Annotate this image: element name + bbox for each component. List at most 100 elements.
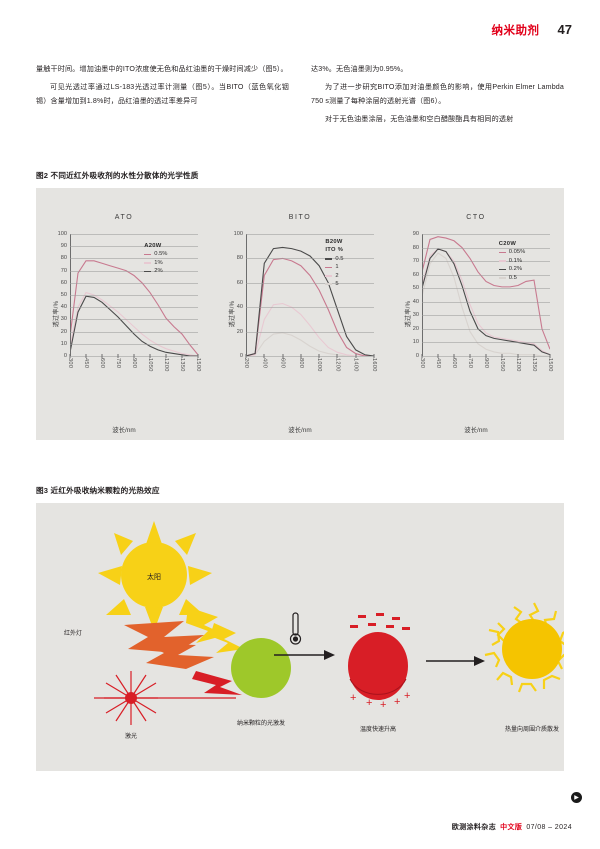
y-tick-label: 60 <box>60 279 67 286</box>
chart-legend: C20W 0.05% 0.1% 0.2% 0.5 <box>498 240 525 282</box>
gridline <box>70 307 198 309</box>
plus-charges-icon: + + + + + <box>350 690 410 711</box>
x-tick-label: 1200 <box>515 358 521 372</box>
stage2-label: 温度快速升高 <box>360 725 396 733</box>
x-tick-label: 1200 <box>163 358 169 372</box>
gridline <box>70 295 198 296</box>
gridline <box>246 234 374 235</box>
x-tick-label: 300 <box>67 358 73 369</box>
x-tick-label: 1050 <box>499 358 505 372</box>
legend-swatch <box>325 283 333 286</box>
y-tick-label: 100 <box>233 231 243 237</box>
y-tick-label: 50 <box>412 285 419 292</box>
legend-label: 0.5% <box>154 251 168 258</box>
gridline <box>246 307 374 309</box>
legend-swatch <box>144 270 152 273</box>
paragraph: 达3%。无色油墨则为0.95%。 <box>311 65 408 73</box>
gridline <box>70 270 198 272</box>
x-tick-mark <box>549 354 551 358</box>
section-title: 纳米助剂 <box>491 25 540 37</box>
chart-lines <box>246 234 374 356</box>
chart-legend: A20W 0.5% 1% 2% <box>144 242 167 276</box>
gridline <box>246 331 374 333</box>
legend-item: 5 <box>325 280 343 288</box>
legend-item: 2% <box>144 267 167 275</box>
svg-text:+: + <box>366 697 372 709</box>
legend-item: 2 <box>325 272 343 280</box>
chart-bito: BITO 透过率/% 0 20 40 60 80 100 B20W ITO % 0.5 <box>212 188 388 440</box>
stage1-label: 纳米颗粒的光激发 <box>237 719 285 727</box>
x-tick-label: 1500 <box>547 358 553 372</box>
x-tick-mark <box>101 354 103 358</box>
legend-title: A20W <box>144 243 162 249</box>
x-tick-label: 1200 <box>334 358 341 372</box>
ir-beam-icon <box>144 643 214 669</box>
gridline <box>422 342 550 344</box>
gridline <box>422 315 550 317</box>
magazine-name: 欧测涂料杂志 <box>451 824 497 831</box>
x-axis-ticks: 300 450 600 750 900 1050 1200 1350 1500 <box>67 354 201 392</box>
gridline <box>70 258 198 260</box>
x-tick-label: 1000 <box>316 358 323 372</box>
heat-waves-icon <box>484 602 564 693</box>
y-tick-label: 80 <box>60 255 67 262</box>
x-tick-mark <box>501 354 503 358</box>
x-tick-label: 600 <box>279 358 286 369</box>
x-tick-label: 750 <box>467 358 473 369</box>
legend-swatch <box>325 258 333 260</box>
legend-item: 1 <box>325 263 343 271</box>
paragraph: 为了进一步研究BITO添加对油墨颜色的影响，使用Perkin Elmer Lam… <box>311 82 564 106</box>
gridline <box>422 247 550 249</box>
y-tick-label: 80 <box>412 244 419 251</box>
x-tick-label: 800 <box>297 358 304 369</box>
gridline <box>422 261 550 263</box>
x-tick-mark <box>69 354 71 358</box>
y-tick-label: 0 <box>415 353 419 359</box>
x-axis-label: 波长/nm <box>464 427 488 434</box>
x-tick-label: 600 <box>451 358 457 369</box>
gridline <box>70 343 198 345</box>
x-tick-label: 900 <box>131 358 137 369</box>
chart-row: ATO 透过率/% 0 10 20 30 40 50 60 70 80 90 100 A20W 0.… <box>36 188 564 440</box>
x-tick-mark <box>485 354 487 358</box>
x-tick-mark <box>517 354 519 358</box>
y-tick-label: 40 <box>236 304 243 311</box>
chart-title: CTO <box>466 214 486 221</box>
y-tick-label: 20 <box>60 328 67 335</box>
x-tick-mark <box>85 354 87 358</box>
svg-text:+: + <box>394 696 400 708</box>
chart-lines <box>70 234 198 356</box>
next-page-icon[interactable]: ▶ <box>571 792 582 803</box>
y-tick-label: 50 <box>60 292 67 298</box>
legend-swatch <box>498 260 506 262</box>
x-tick-label: 200 <box>243 358 249 369</box>
legend-swatch <box>144 262 152 264</box>
x-tick-mark <box>181 354 183 358</box>
y-tick-label: 70 <box>412 258 419 265</box>
plot-area: 0 10 20 30 40 50 60 70 80 90 100 A20W 0.5% 1% 2% <box>58 231 198 359</box>
y-tick-label: 80 <box>236 255 243 262</box>
chart-lines <box>422 234 550 356</box>
legend-swatch <box>498 268 506 271</box>
page-number: 47 <box>557 22 572 37</box>
x-tick-label: 750 <box>115 358 121 369</box>
x-tick-mark <box>133 354 135 358</box>
legend-label: 1% <box>154 259 163 266</box>
y-tick-label: 60 <box>412 271 419 278</box>
legend-item: 0.1% <box>498 257 525 265</box>
gridline <box>246 356 374 357</box>
plot-area: 0 20 40 60 80 100 B20W ITO % 0.5 1 2 5 <box>234 231 374 359</box>
gridline <box>246 258 374 260</box>
figure2-caption: 图2 不同近红外吸收剂的水性分散体的光学性质 <box>36 171 199 180</box>
gridline <box>70 331 198 333</box>
y-tick-label: 100 <box>57 231 67 237</box>
legend-subtitle: ITO % <box>325 247 344 254</box>
y-axis-label: 透过率/% <box>53 300 60 328</box>
y-tick-label: 10 <box>60 340 67 347</box>
gridline <box>422 288 550 290</box>
paragraph: 对于无色油墨涂层，无色油墨和空白醋酸酯具有相同的透射 <box>325 114 514 123</box>
figure2-panel: ATO 透过率/% 0 10 20 30 40 50 60 70 80 90 100 A20W 0.… <box>36 188 564 440</box>
x-axis-label: 波长/nm <box>112 427 136 434</box>
x-tick-mark <box>263 354 265 358</box>
